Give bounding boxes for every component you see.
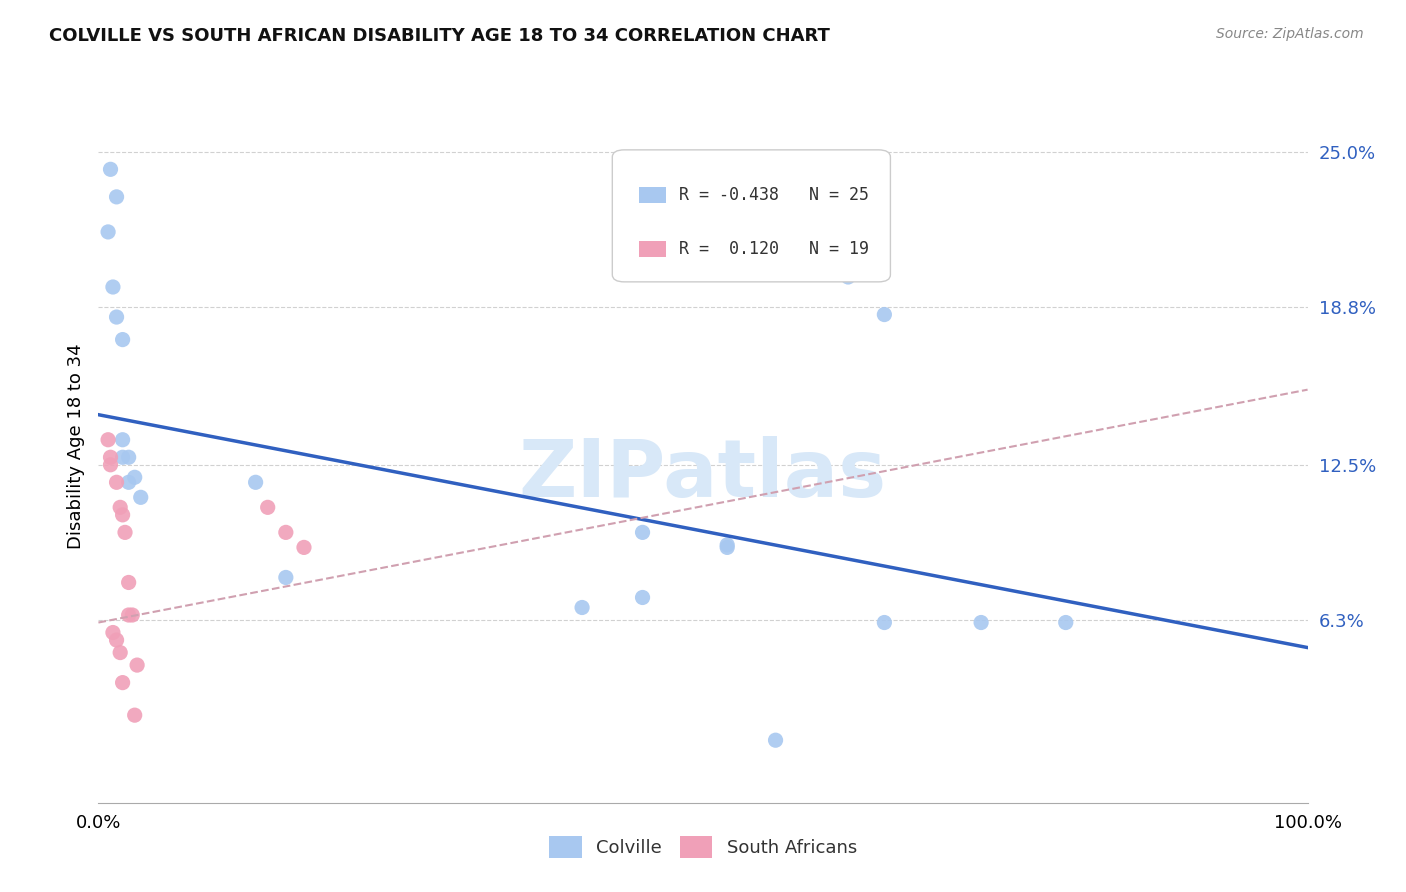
Text: R = -0.438   N = 25: R = -0.438 N = 25 [679, 186, 869, 203]
Point [873, 308, 896, 322]
Text: ZIPatlas: ZIPatlas [519, 435, 887, 514]
Point [716, 541, 738, 555]
Point [97, 225, 120, 239]
Point [274, 525, 297, 540]
Bar [638, 241, 665, 257]
Point [571, 600, 593, 615]
Point [105, 475, 128, 490]
Point [245, 475, 267, 490]
Point [105, 633, 128, 648]
Point [631, 525, 654, 540]
Point [105, 310, 128, 324]
Point [631, 591, 654, 605]
Point [873, 615, 896, 630]
Point [970, 615, 993, 630]
Point [100, 162, 122, 177]
Point [111, 508, 134, 522]
Point [108, 646, 131, 660]
Point [105, 190, 128, 204]
Point [292, 541, 315, 555]
Point [1054, 615, 1077, 630]
Point [127, 658, 149, 673]
Point [118, 450, 141, 465]
Point [97, 433, 120, 447]
Point [100, 450, 122, 465]
Text: R =  0.120   N = 19: R = 0.120 N = 19 [679, 240, 869, 258]
Point [121, 607, 143, 622]
Point [111, 333, 134, 347]
Point [111, 433, 134, 447]
Point [765, 733, 787, 747]
Point [124, 708, 146, 723]
Point [256, 500, 278, 515]
FancyBboxPatch shape [613, 150, 890, 282]
Point [118, 475, 141, 490]
Point [118, 607, 141, 622]
Point [108, 500, 131, 515]
Point [101, 625, 124, 640]
Bar [638, 186, 665, 202]
Text: Source: ZipAtlas.com: Source: ZipAtlas.com [1216, 27, 1364, 41]
Legend: Colville, South Africans: Colville, South Africans [541, 829, 865, 865]
Point [101, 280, 124, 294]
Point [111, 450, 134, 465]
Point [118, 575, 141, 590]
Point [124, 470, 146, 484]
Point [100, 458, 122, 472]
Point [837, 270, 859, 285]
Point [129, 491, 152, 505]
Y-axis label: Disability Age 18 to 34: Disability Age 18 to 34 [66, 343, 84, 549]
Text: COLVILLE VS SOUTH AFRICAN DISABILITY AGE 18 TO 34 CORRELATION CHART: COLVILLE VS SOUTH AFRICAN DISABILITY AGE… [49, 27, 830, 45]
Point [114, 525, 136, 540]
Point [274, 570, 297, 584]
Point [111, 675, 134, 690]
Point [716, 538, 738, 552]
